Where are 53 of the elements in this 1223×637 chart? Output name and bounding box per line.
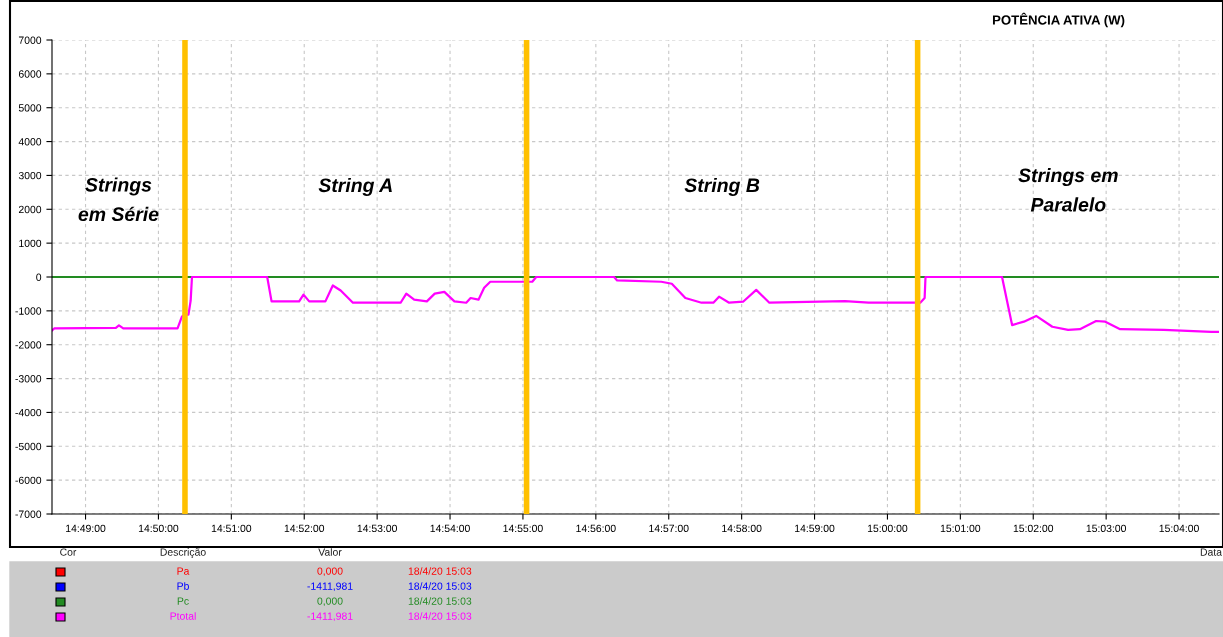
text: 18/4/20 15:03 <box>408 612 472 620</box>
x-tick-label: 14:49:00 <box>66 524 106 533</box>
annotation: Strings em Paralelo <box>1018 167 1118 212</box>
y-tick-label: -3000 <box>15 375 42 383</box>
legend-label: Pb <box>177 582 189 590</box>
text: 18/4/20 15:03 <box>408 567 472 575</box>
text: 18/4/20 15:03 <box>408 597 472 605</box>
text: Cor <box>60 548 77 556</box>
annotation: String B <box>684 177 760 196</box>
y-tick-label: 6000 <box>18 70 42 78</box>
text: Descrição <box>160 548 206 558</box>
line-series <box>52 275 1219 333</box>
x-tick-label: 14:56:00 <box>576 524 616 533</box>
x-tick-label: 14:53:00 <box>357 524 398 533</box>
x-tick-label: 14:50:00 <box>138 524 179 533</box>
y-tick-label: 7000 <box>18 36 42 44</box>
text: Data <box>1200 548 1222 556</box>
y-tick-label: 5000 <box>18 104 42 112</box>
annotation: String A <box>318 177 392 196</box>
x-tick-label: 15:03:00 <box>1086 524 1127 533</box>
x-tick-label: 15:00:00 <box>867 524 908 533</box>
text: Pc <box>177 597 189 605</box>
x-tick-label: 15:02:00 <box>1013 524 1054 533</box>
text: 0,000 <box>317 567 343 577</box>
annotation: Strings em Série <box>78 177 159 222</box>
text: 18/4/20 15:03 <box>408 582 472 590</box>
y-tick-label: -4000 <box>15 408 42 417</box>
text: 0,000 <box>317 597 343 607</box>
x-tick-label: 14:52:00 <box>284 524 325 533</box>
text: Valor <box>318 548 342 556</box>
y-tick-label: 2000 <box>18 205 42 214</box>
x-tick-label: 15:01:00 <box>940 524 981 533</box>
legend-label: Pa <box>177 567 190 575</box>
y-tick-label: 3000 <box>18 171 42 180</box>
x-tick-label: 15:04:00 <box>1159 524 1199 533</box>
text: -1411,981 <box>307 582 353 592</box>
x-tick-label: 14:55:00 <box>503 524 543 533</box>
y-tick-label: -2000 <box>15 341 42 349</box>
y-tick-label: -5000 <box>15 442 42 451</box>
x-tick-label: 14:51:00 <box>211 524 252 533</box>
y-tick-label: -6000 <box>15 476 42 485</box>
y-tick-label: 1000 <box>19 239 42 248</box>
x-tick-label: 14:59:00 <box>795 524 835 533</box>
y-tick-label: 4000 <box>18 138 42 146</box>
text: Ptotal <box>170 612 196 620</box>
x-tick-label: 14:57:00 <box>649 524 689 533</box>
y-tick-label: 0 <box>36 273 42 281</box>
x-tick-label: 14:58:00 <box>722 524 762 533</box>
y-tick-label: -7000 <box>15 510 42 518</box>
y-tick-label: -1000 <box>15 307 42 315</box>
chart-title: POTÊNCIA ATIVA (W) <box>992 12 1125 28</box>
text: -1411,981 <box>307 612 353 622</box>
x-tick-label: 14:54:00 <box>430 524 470 533</box>
